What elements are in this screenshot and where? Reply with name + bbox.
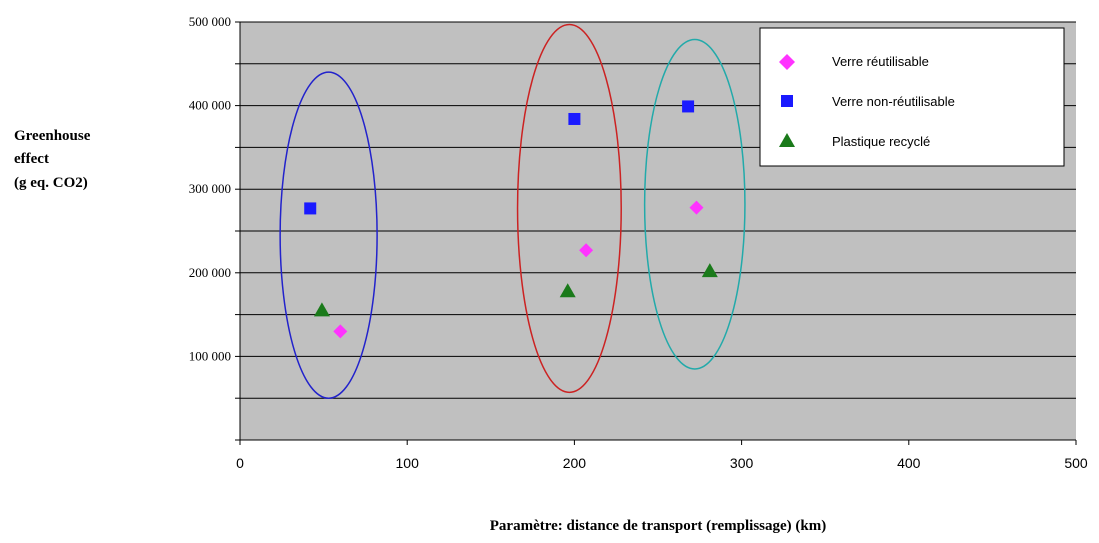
y-axis-title: Greenhouse effect (g eq. CO2) — [14, 128, 91, 191]
point-square-1-2 — [682, 100, 695, 113]
legend-box — [759, 27, 1065, 167]
x-tick-labels: 0 100 200 300 400 500 — [236, 455, 1088, 471]
x-tick-label-4: 400 — [897, 455, 921, 471]
legend: Verre réutilisable Verre non-réutilisabl… — [759, 27, 1065, 167]
point-diamond-0-1 — [579, 243, 594, 258]
point-triangle-2-0 — [313, 302, 330, 317]
point-square-1-1 — [568, 112, 581, 125]
point-triangle-2-1 — [559, 283, 576, 298]
y-tick-label-2: 300 000 — [189, 181, 231, 196]
y-tick-label-3: 400 000 — [189, 98, 231, 113]
x-tick-label-0: 0 — [236, 455, 244, 471]
y-tick-label-4: 500 000 — [189, 14, 231, 29]
y-axis-title-line-1: Greenhouse — [14, 128, 91, 144]
x-tick-label-3: 300 — [730, 455, 754, 471]
y-tick-label-1: 200 000 — [189, 265, 231, 280]
data-points — [304, 100, 718, 339]
legend-marker-verre-reutilisable — [779, 54, 795, 70]
cluster-ellipse-0 — [279, 71, 378, 399]
cluster-ellipse-2 — [643, 38, 746, 370]
x-tick-label-2: 200 — [563, 455, 587, 471]
x-tick-label-5: 500 — [1064, 455, 1088, 471]
legend-marker-plastique-recycle — [779, 133, 795, 147]
legend-label-plastique-recycle: Plastique recyclé — [832, 134, 930, 149]
point-triangle-2-2 — [701, 263, 718, 278]
cluster-ellipses — [279, 23, 746, 399]
axes — [235, 21, 1077, 445]
point-diamond-0-0 — [333, 324, 348, 339]
x-axis-title: Paramètre: distance de transport (rempli… — [490, 518, 826, 534]
point-square-1-0 — [304, 202, 317, 215]
legend-marker-verre-non-reutilisable — [781, 95, 793, 107]
legend-label-verre-non-reutilisable: Verre non-réutilisable — [832, 94, 955, 109]
legend-label-verre-reutilisable: Verre réutilisable — [832, 54, 929, 69]
point-diamond-0-2 — [689, 200, 704, 215]
y-tick-label-0: 100 000 — [189, 348, 231, 363]
x-tick-label-1: 100 — [396, 455, 420, 471]
y-axis-title-line-3: (g eq. CO2) — [14, 175, 88, 191]
y-axis-title-line-2: effect — [14, 151, 49, 167]
cluster-ellipse-1 — [516, 23, 622, 394]
y-tick-labels: 100 000 200 000 300 000 400 000 500 000 — [189, 14, 231, 363]
